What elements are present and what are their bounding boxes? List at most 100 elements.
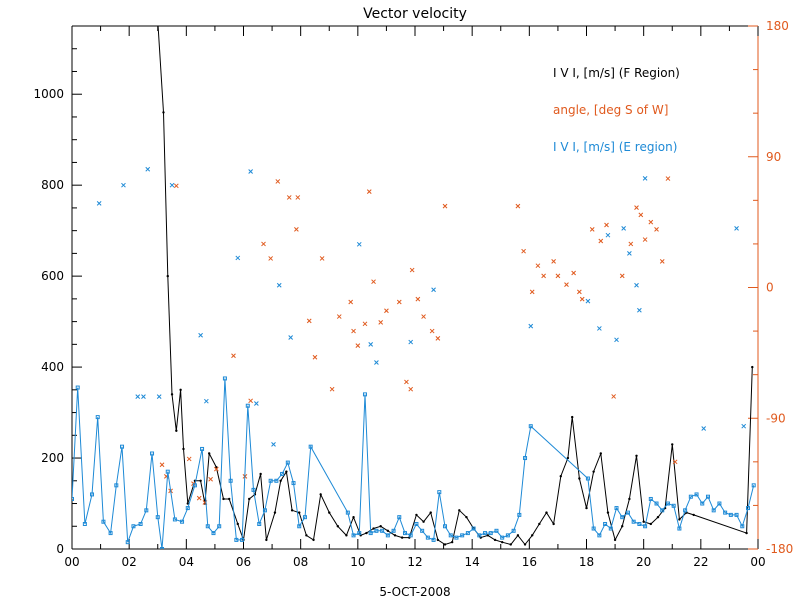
marker-stroke bbox=[429, 328, 435, 334]
data-point-dot bbox=[182, 447, 185, 451]
data-point-x bbox=[294, 227, 299, 232]
marker-stroke bbox=[579, 296, 585, 302]
marker-stroke bbox=[637, 307, 642, 313]
marker-stroke bbox=[173, 183, 179, 189]
data-point-x bbox=[235, 255, 241, 261]
data-point-x bbox=[621, 226, 627, 231]
data-point-dot bbox=[400, 536, 404, 539]
data-point-square bbox=[380, 528, 385, 533]
data-point-dot bbox=[599, 452, 602, 455]
data-point-square bbox=[677, 526, 682, 531]
data-point-square bbox=[131, 524, 136, 529]
data-point-dot bbox=[393, 534, 397, 537]
marker-stroke bbox=[515, 203, 521, 209]
data-point-x bbox=[611, 394, 617, 399]
data-point-dot bbox=[436, 538, 440, 542]
data-point-x bbox=[186, 456, 192, 462]
marker-stroke bbox=[378, 320, 384, 325]
marker-stroke bbox=[254, 401, 259, 406]
marker-stroke bbox=[541, 273, 546, 279]
marker-stroke bbox=[231, 353, 236, 359]
data-point-dot bbox=[538, 522, 541, 526]
y2-tick-label: 0 bbox=[766, 281, 774, 295]
data-point-square bbox=[700, 501, 705, 506]
data-point-x bbox=[571, 270, 576, 276]
data-point-square bbox=[262, 508, 267, 513]
data-point-square bbox=[150, 451, 155, 456]
data-point-square bbox=[723, 510, 728, 515]
data-point-square bbox=[125, 540, 130, 545]
data-point-dot bbox=[523, 543, 527, 546]
data-point-dot bbox=[566, 456, 570, 460]
marker-stroke bbox=[141, 394, 146, 400]
data-point-dot bbox=[365, 531, 368, 535]
data-point-x bbox=[628, 241, 634, 247]
data-point-square bbox=[637, 521, 642, 526]
x-tick-label: 10 bbox=[350, 555, 365, 569]
marker-stroke bbox=[528, 323, 534, 329]
data-point-square bbox=[72, 496, 74, 501]
marker-stroke bbox=[371, 279, 376, 285]
data-point-square bbox=[625, 510, 630, 515]
data-point-dot bbox=[628, 497, 631, 501]
data-point-dot bbox=[465, 515, 468, 519]
data-point-dot bbox=[162, 111, 165, 114]
data-point-x bbox=[96, 201, 102, 206]
x-tick-label: 16 bbox=[522, 555, 537, 569]
data-point-dot bbox=[642, 520, 645, 523]
data-point-square bbox=[101, 519, 106, 524]
data-point-dot bbox=[386, 529, 390, 533]
marker-stroke bbox=[248, 398, 253, 404]
marker-stroke bbox=[435, 335, 441, 341]
data-point-x bbox=[169, 182, 175, 188]
data-point-x bbox=[589, 227, 595, 232]
data-point-square bbox=[494, 528, 499, 533]
data-point-dot bbox=[305, 534, 308, 537]
data-point-x bbox=[429, 328, 435, 334]
data-point-dot bbox=[530, 534, 534, 537]
data-point-dot bbox=[458, 509, 461, 512]
x-tick-label: 14 bbox=[465, 555, 480, 569]
data-point-x bbox=[404, 379, 409, 385]
data-point-x bbox=[577, 289, 582, 295]
x-tick-label: 18 bbox=[579, 555, 594, 569]
marker-stroke bbox=[621, 226, 627, 231]
x-axis-label: 5-OCT-2008 bbox=[379, 585, 450, 599]
data-point-x bbox=[356, 241, 362, 247]
data-point-square bbox=[740, 524, 745, 529]
x-tick-label: 22 bbox=[693, 555, 708, 569]
marker-stroke bbox=[208, 476, 213, 482]
data-point-dot bbox=[290, 509, 294, 512]
marker-stroke bbox=[598, 238, 604, 244]
marker-stroke bbox=[415, 296, 421, 302]
data-point-square bbox=[511, 528, 516, 533]
marker-stroke bbox=[408, 339, 414, 345]
data-point-square bbox=[291, 481, 296, 486]
data-point-dot bbox=[486, 534, 490, 537]
data-point-dot bbox=[259, 472, 262, 476]
data-point-square bbox=[505, 533, 510, 538]
data-point-square bbox=[385, 533, 390, 538]
marker-stroke bbox=[203, 398, 209, 404]
data-point-square bbox=[654, 501, 659, 506]
data-point-square bbox=[620, 515, 625, 520]
data-point-x bbox=[741, 423, 747, 429]
marker-stroke bbox=[408, 386, 414, 392]
data-point-x bbox=[319, 256, 325, 261]
data-point-x bbox=[551, 258, 556, 264]
data-point-square bbox=[648, 496, 653, 501]
data-point-square bbox=[268, 478, 273, 483]
marker-stroke bbox=[555, 273, 561, 279]
data-point-x bbox=[231, 353, 236, 359]
data-point-square bbox=[228, 478, 233, 483]
data-point-dot bbox=[215, 465, 218, 469]
data-point-square bbox=[397, 515, 402, 520]
data-point-square bbox=[368, 531, 373, 536]
data-point-square bbox=[222, 376, 227, 381]
data-point-x bbox=[648, 219, 654, 225]
data-point-square bbox=[185, 506, 190, 511]
marker-stroke bbox=[276, 282, 282, 288]
x-tick-label: 00 bbox=[750, 555, 765, 569]
marker-stroke bbox=[384, 308, 389, 314]
marker-stroke bbox=[336, 314, 342, 319]
